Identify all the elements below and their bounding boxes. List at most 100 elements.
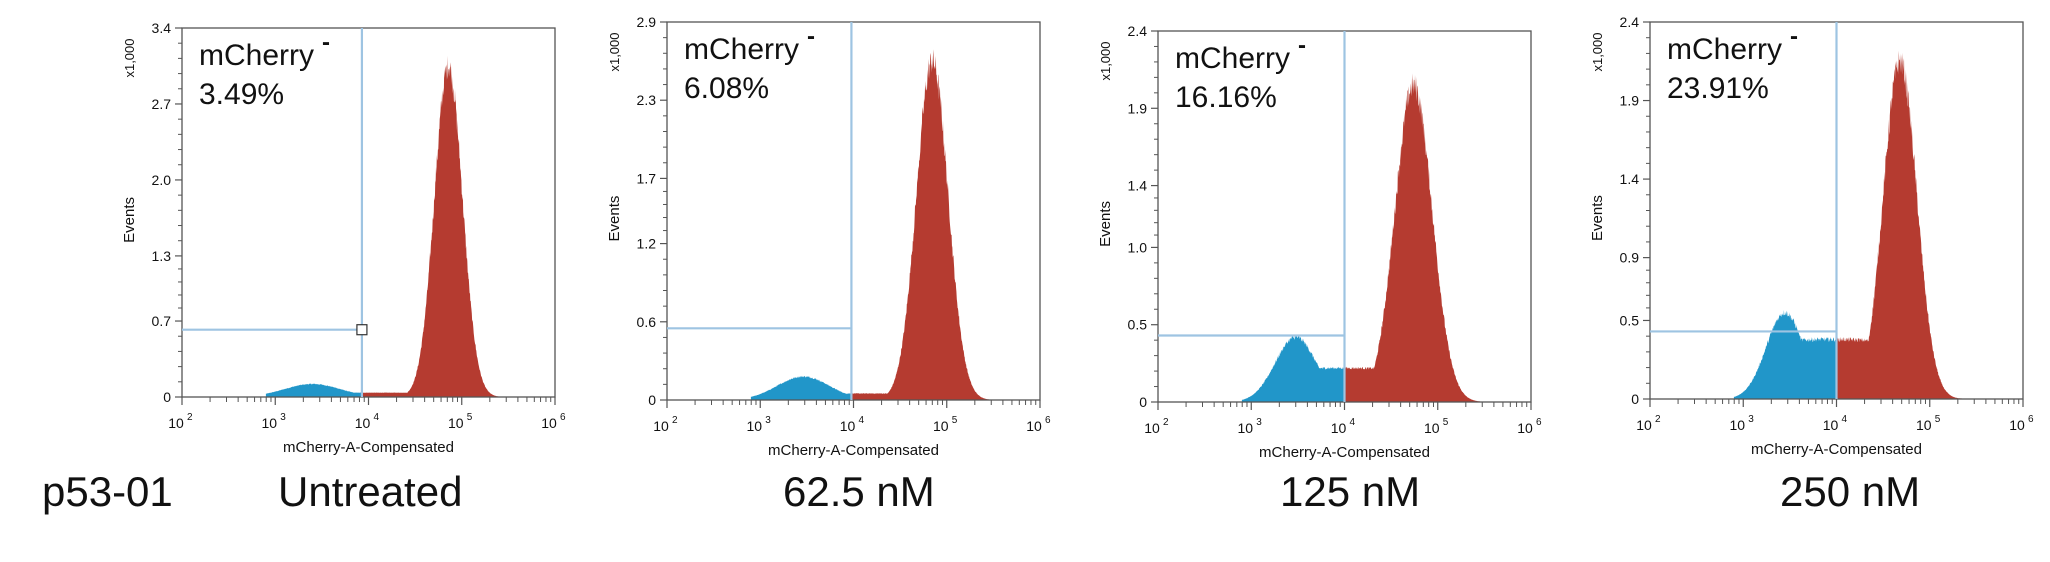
x-tick-label: 10: [1823, 417, 1839, 433]
y-tick-label: 2.4: [1620, 14, 1640, 30]
y-tick-label: 1.9: [1128, 100, 1148, 116]
y-tick-label: 0: [163, 389, 171, 405]
y-tick-label: 0: [1631, 391, 1639, 407]
condition-label-250nm: 250 nM: [1780, 468, 1921, 515]
x-tick-label: 10: [1916, 417, 1932, 433]
x-tick-label: 10: [448, 415, 464, 431]
x-tick-label: 10: [840, 418, 856, 434]
x-tick-label: 10: [1636, 417, 1652, 433]
x-tick-exponent: 2: [1163, 417, 1169, 428]
x-tick-label: 10: [2009, 417, 2025, 433]
y-tick-label: 0.9: [1620, 250, 1640, 266]
y-tick-label: 2.4: [1128, 23, 1148, 39]
x-tick-exponent: 3: [1748, 414, 1754, 425]
x-tick-exponent: 5: [467, 412, 473, 423]
negative-population-area: [265, 383, 362, 397]
x-tick-exponent: 2: [1655, 414, 1661, 425]
gate-percentage-label: 3.49%: [199, 78, 284, 111]
x-tick-exponent: 3: [1256, 417, 1262, 428]
y-axis-label: Events: [1097, 201, 1114, 247]
gate-handle: [356, 324, 368, 336]
y-tick-label: 3.4: [152, 20, 172, 36]
x-tick-label: 10: [168, 415, 184, 431]
y-multiplier-label: x1,000: [1098, 41, 1113, 80]
y-tick-label: 1.3: [152, 248, 172, 264]
y-tick-label: 2.7: [152, 96, 172, 112]
gate-superscript: -: [807, 23, 815, 50]
x-tick-exponent: 5: [1935, 414, 1941, 425]
x-tick-exponent: 3: [765, 415, 771, 426]
y-axis-label: Events: [606, 196, 623, 242]
negative-population-area: [1733, 310, 1837, 399]
x-tick-label: 10: [1517, 420, 1533, 436]
y-tick-label: 1.4: [1620, 171, 1640, 187]
gate-percentage-label: 6.08%: [684, 72, 769, 105]
histogram-panel-4: 00.50.91.41.92.410 2 10 3 10 4 10 5 10 6mCherry-A…: [1589, 14, 2034, 458]
negative-population-area: [1241, 335, 1345, 402]
x-tick-label: 10: [1237, 420, 1253, 436]
y-tick-label: 1.9: [1620, 93, 1640, 109]
x-tick-exponent: 5: [1443, 417, 1449, 428]
y-tick-label: 0.7: [152, 313, 172, 329]
y-tick-label: 2.3: [637, 92, 657, 108]
y-multiplier-label: x1,000: [122, 38, 137, 77]
x-tick-label: 10: [746, 418, 762, 434]
condition-label-62-5nm: 62.5 nM: [783, 468, 935, 515]
y-multiplier-label: x1,000: [607, 32, 622, 71]
y-tick-label: 0: [648, 392, 656, 408]
condition-label-untreated: Untreated: [278, 468, 463, 515]
y-axis-label: Events: [121, 197, 138, 243]
row-label: p53-01: [42, 468, 173, 515]
x-tick-label: 10: [355, 415, 371, 431]
y-tick-label: 0.6: [637, 314, 657, 330]
x-tick-label: 10: [1424, 420, 1440, 436]
gate-name-label: mCherry: [1667, 33, 1782, 66]
x-tick-exponent: 3: [280, 412, 286, 423]
gate-percentage-label: 16.16%: [1175, 81, 1277, 114]
y-tick-label: 1.4: [1128, 178, 1148, 194]
x-tick-label: 10: [1026, 418, 1042, 434]
x-tick-exponent: 2: [672, 415, 678, 426]
x-tick-label: 10: [933, 418, 949, 434]
condition-label-125nm: 125 nM: [1280, 468, 1421, 515]
y-tick-label: 1.2: [637, 236, 657, 252]
x-tick-label: 10: [1331, 420, 1347, 436]
x-tick-label: 10: [1144, 420, 1160, 436]
positive-population-area: [1836, 50, 1986, 399]
x-tick-exponent: 4: [1350, 417, 1356, 428]
x-axis-label: mCherry-A-Compensated: [1259, 444, 1430, 461]
positive-population-area: [361, 55, 518, 397]
x-axis-label: mCherry-A-Compensated: [768, 442, 939, 459]
x-axis-label: mCherry-A-Compensated: [283, 439, 454, 456]
gate-percentage-label: 23.91%: [1667, 72, 1769, 105]
y-tick-label: 1.0: [1128, 239, 1148, 255]
x-tick-exponent: 6: [560, 412, 566, 423]
y-tick-label: 0.5: [1620, 312, 1640, 328]
histogram-panel-3: 00.51.01.41.92.410 2 10 3 10 4 10 5 10 6mCherry-A…: [1097, 23, 1542, 461]
x-tick-exponent: 4: [859, 415, 865, 426]
positive-population-area: [1344, 73, 1494, 403]
x-tick-exponent: 4: [374, 412, 380, 423]
x-tick-label: 10: [653, 418, 669, 434]
gate-superscript: -: [1790, 23, 1798, 50]
negative-population-area: [750, 375, 852, 400]
x-tick-exponent: 2: [187, 412, 193, 423]
x-axis-label: mCherry-A-Compensated: [1751, 441, 1922, 458]
y-tick-label: 2.0: [152, 172, 172, 188]
x-tick-exponent: 6: [1536, 417, 1542, 428]
x-tick-label: 10: [261, 415, 277, 431]
x-tick-exponent: 4: [1842, 414, 1848, 425]
x-tick-label: 10: [541, 415, 557, 431]
positive-population-area: [851, 49, 1003, 401]
y-tick-label: 0.5: [1128, 317, 1148, 333]
gate-name-label: mCherry: [1175, 42, 1290, 75]
y-tick-label: 2.9: [637, 14, 657, 30]
y-tick-label: 0: [1139, 394, 1147, 410]
histogram-panel-1: 00.71.32.02.73.410 2 10 3 10 4 10 5 10 6mCherry-A…: [121, 20, 566, 456]
gate-superscript: -: [1298, 32, 1306, 59]
y-tick-label: 1.7: [637, 170, 657, 186]
gate-name-label: mCherry: [199, 39, 314, 72]
x-tick-label: 10: [1729, 417, 1745, 433]
y-multiplier-label: x1,000: [1590, 32, 1605, 71]
